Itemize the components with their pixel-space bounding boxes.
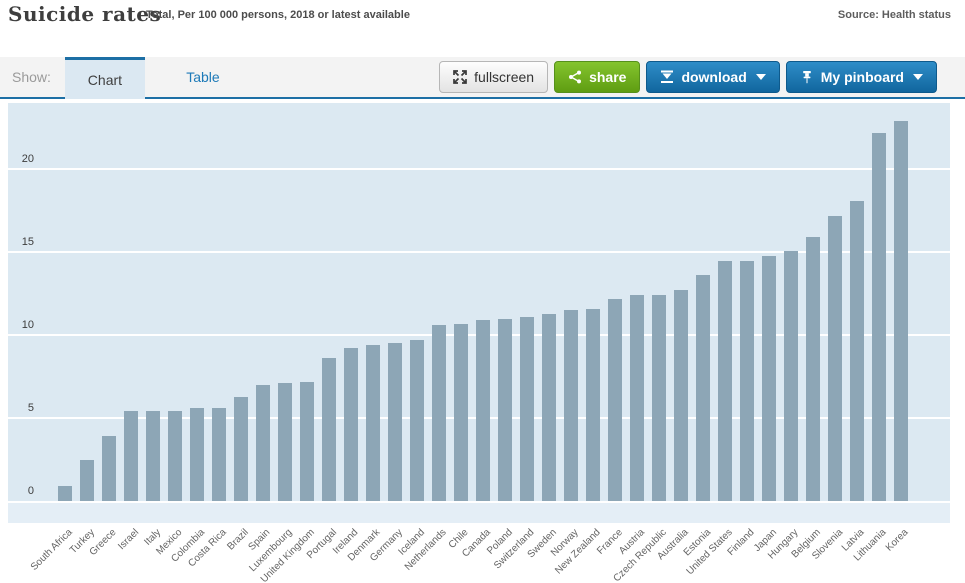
share-button-label: share: [589, 69, 627, 85]
y-tick-label: 0: [27, 485, 34, 497]
page-subtitle: Total, Per 100 000 persons, 2018 or late…: [146, 9, 410, 21]
y-tick-label: 5: [27, 402, 34, 415]
bar-south-africa[interactable]: [58, 486, 72, 501]
bar-israel[interactable]: [124, 411, 138, 501]
bar-switzerland[interactable]: [520, 316, 534, 501]
bar-united-kingdom[interactable]: [300, 381, 314, 501]
bar-chile[interactable]: [454, 323, 468, 501]
bar-greece[interactable]: [102, 436, 116, 501]
caret-down-icon: [755, 74, 766, 80]
bar-costa-rica[interactable]: [212, 408, 226, 501]
bar-korea[interactable]: [894, 121, 908, 501]
my-pinboard-button-label: My pinboard: [820, 69, 904, 85]
bar-iceland[interactable]: [410, 340, 424, 501]
bar-spain[interactable]: [256, 384, 270, 501]
y-tick-label: 20: [21, 153, 34, 166]
bar-new-zealand[interactable]: [586, 308, 600, 501]
share-icon: [568, 70, 582, 84]
bar-italy[interactable]: [146, 411, 160, 501]
download-button-label: download: [681, 69, 747, 85]
bar-united-states[interactable]: [718, 260, 732, 501]
bar-finland[interactable]: [740, 260, 754, 501]
bar-mexico[interactable]: [168, 411, 182, 501]
show-label: Show:: [12, 69, 51, 85]
bar-latvia[interactable]: [850, 200, 864, 501]
bar-sweden[interactable]: [542, 313, 556, 501]
toolbar: Show: Chart Table fullscreen: [0, 57, 965, 99]
toolbar-buttons: fullscreen share: [439, 57, 965, 97]
bar-brazil[interactable]: [234, 396, 248, 501]
bar-belgium[interactable]: [806, 237, 820, 501]
bar-turkey[interactable]: [80, 459, 94, 501]
bar-lithuania[interactable]: [872, 132, 886, 501]
y-tick-label: 10: [21, 319, 34, 332]
bar-estonia[interactable]: [696, 275, 710, 501]
bar-colombia[interactable]: [190, 408, 204, 501]
bar-ireland[interactable]: [344, 348, 358, 501]
download-button[interactable]: download: [646, 61, 780, 93]
tab-table[interactable]: Table: [186, 69, 220, 85]
bar-france[interactable]: [608, 298, 622, 501]
x-axis-labels: South Africa Turkey Greece Israel Italy Mexic…: [0, 523, 965, 583]
source-label: Source: Health status: [837, 9, 951, 21]
bar-canada[interactable]: [476, 320, 490, 501]
x-axis-band: [8, 501, 950, 523]
y-tick-label: 15: [21, 236, 34, 249]
bar-australia[interactable]: [674, 290, 688, 501]
gridline: [8, 251, 950, 254]
bar-netherlands[interactable]: [432, 325, 446, 501]
fullscreen-expand-icon: [453, 70, 468, 84]
caret-down-icon: [913, 74, 923, 80]
bar-austria[interactable]: [630, 295, 644, 501]
plot-area: 0 5 10 15 20: [8, 103, 950, 503]
gridline: [8, 168, 950, 171]
fullscreen-button[interactable]: fullscreen: [439, 61, 549, 93]
bar-germany[interactable]: [388, 343, 402, 501]
bar-portugal[interactable]: [322, 358, 336, 501]
my-pinboard-button[interactable]: My pinboard: [785, 61, 937, 93]
bar-denmark[interactable]: [366, 345, 380, 501]
bar-hungary[interactable]: [784, 250, 798, 501]
pushpin-icon: [800, 70, 814, 84]
gridline: [8, 501, 950, 503]
share-button[interactable]: share: [554, 61, 641, 93]
bar-japan[interactable]: [762, 255, 776, 501]
tab-chart[interactable]: Chart: [64, 57, 145, 99]
bar-poland[interactable]: [498, 318, 512, 501]
page-header: Suicide rates Total, Per 100 000 persons…: [0, 0, 965, 57]
download-icon: [660, 70, 674, 84]
page-title: Suicide rates: [8, 2, 162, 26]
bar-czech-republic[interactable]: [652, 295, 666, 501]
bar-chart: 0 5 10 15 20: [8, 103, 950, 523]
bar-slovenia[interactable]: [828, 215, 842, 501]
bar-luxembourg[interactable]: [278, 383, 292, 501]
bar-norway[interactable]: [564, 310, 578, 501]
fullscreen-button-label: fullscreen: [474, 69, 535, 85]
